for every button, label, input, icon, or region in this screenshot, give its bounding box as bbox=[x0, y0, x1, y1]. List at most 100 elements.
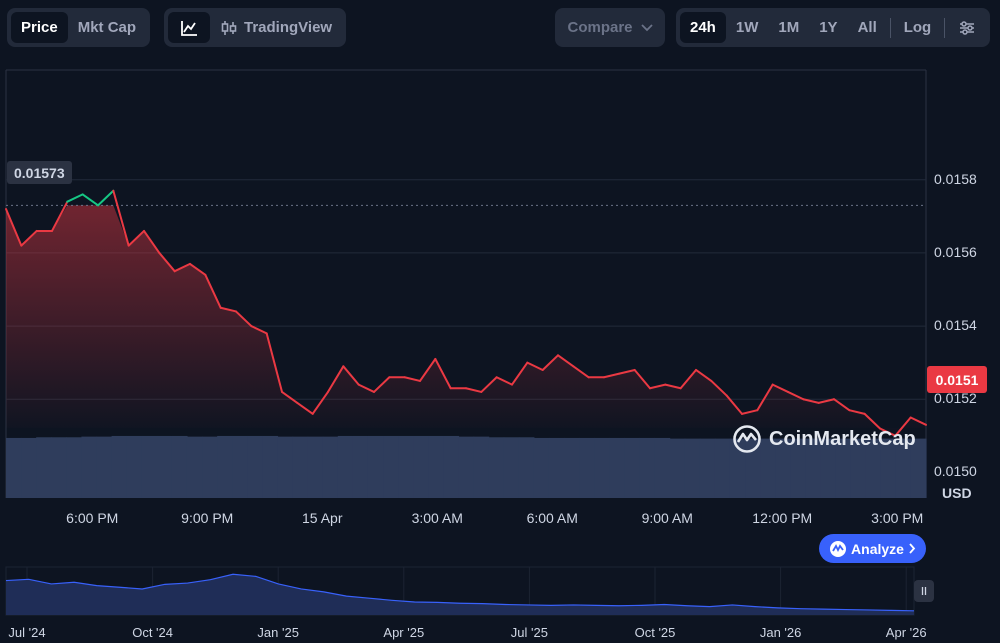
price-line-segment bbox=[633, 368, 651, 390]
navigator-handle[interactable] bbox=[914, 580, 934, 602]
volume-bar bbox=[156, 435, 173, 498]
price-line-segment bbox=[664, 383, 682, 390]
navigator-label: Jan '25 bbox=[257, 625, 299, 640]
price-point bbox=[296, 402, 298, 404]
navigator-label: Jan '26 bbox=[759, 625, 802, 640]
price-point bbox=[710, 380, 712, 382]
price-point bbox=[204, 274, 206, 276]
price-line-segment bbox=[342, 365, 360, 386]
volume-bar bbox=[367, 435, 384, 498]
price-point bbox=[787, 391, 789, 393]
navigator-label: Oct '24 bbox=[132, 625, 173, 640]
price-line-segment bbox=[265, 332, 283, 393]
price-line-segment bbox=[143, 229, 161, 254]
price-line-segment bbox=[511, 361, 529, 386]
compare-label: Compare bbox=[567, 19, 633, 36]
volume-bar bbox=[518, 437, 535, 498]
volume-bar bbox=[654, 437, 671, 498]
range-all[interactable]: All bbox=[857, 19, 877, 36]
price-point bbox=[618, 373, 620, 375]
x-tick-label: 6:00 AM bbox=[526, 510, 578, 526]
volume-bar bbox=[533, 437, 550, 498]
price-point bbox=[434, 358, 436, 360]
tradingview-button[interactable]: TradingView bbox=[210, 12, 342, 43]
volume-bar bbox=[503, 437, 520, 498]
price-line-segment bbox=[802, 398, 820, 404]
price-line-segment bbox=[357, 383, 375, 393]
volume-bar bbox=[171, 435, 188, 498]
price-line-segment bbox=[419, 357, 437, 382]
metric-toggle: Price Mkt Cap bbox=[7, 8, 151, 47]
price-line-segment bbox=[97, 189, 115, 207]
price-point bbox=[143, 230, 145, 232]
volume-bar bbox=[262, 435, 279, 498]
compare-dropdown[interactable]: Compare bbox=[555, 8, 665, 47]
volume-bar bbox=[564, 437, 580, 498]
price-point bbox=[511, 384, 513, 386]
settings-button[interactable] bbox=[948, 12, 986, 43]
analyze-button[interactable]: Analyze bbox=[819, 534, 926, 563]
price-point bbox=[281, 391, 283, 393]
range-1y[interactable]: 1Y bbox=[819, 19, 838, 36]
volume-bar bbox=[639, 437, 656, 498]
price-line-segment bbox=[403, 376, 421, 382]
y-tick-label: 0.0158 bbox=[934, 170, 977, 187]
price-point bbox=[864, 413, 866, 415]
volume-bar bbox=[141, 435, 158, 498]
price-line-segment bbox=[710, 379, 728, 397]
tab-price[interactable]: Price bbox=[11, 12, 68, 43]
x-tick-label: 3:00 AM bbox=[411, 510, 463, 526]
candlestick-icon bbox=[221, 20, 237, 35]
price-point bbox=[174, 270, 176, 272]
range-1m[interactable]: 1M bbox=[778, 19, 800, 36]
y-tick-label: 0.0154 bbox=[934, 317, 977, 334]
price-point bbox=[36, 230, 38, 232]
price-point bbox=[695, 369, 697, 371]
volume-bar bbox=[292, 436, 309, 498]
price-point bbox=[327, 391, 329, 393]
price-point bbox=[312, 413, 314, 415]
volume-bar bbox=[21, 437, 37, 498]
volume-bar bbox=[277, 436, 294, 498]
price-point bbox=[542, 369, 544, 371]
price-point bbox=[741, 413, 743, 415]
volume-bar bbox=[473, 436, 490, 498]
x-tick-label: 6:00 PM bbox=[66, 510, 119, 526]
log-scale-button[interactable]: Log bbox=[903, 19, 932, 36]
price-line-segment bbox=[51, 200, 69, 232]
price-point bbox=[925, 424, 927, 426]
range-1w[interactable]: 1W bbox=[735, 19, 759, 36]
price-line-segment bbox=[526, 361, 544, 371]
volume-bar bbox=[232, 435, 248, 498]
volume-bar bbox=[81, 436, 98, 498]
price-point bbox=[82, 193, 84, 195]
price-line-segment bbox=[679, 368, 697, 390]
price-line-segment bbox=[848, 409, 866, 415]
price-point bbox=[388, 376, 390, 378]
price-point bbox=[358, 384, 360, 386]
line-chart-button[interactable] bbox=[168, 12, 210, 43]
price-point bbox=[818, 402, 820, 404]
analyze-label: Analyze bbox=[851, 540, 904, 557]
range-selector: 24h 1W 1M 1Y All Log bbox=[676, 8, 991, 47]
volume-bar bbox=[66, 437, 83, 498]
tradingview-label: TradingView bbox=[244, 19, 333, 36]
chevron-right-icon bbox=[909, 543, 916, 554]
range-24h[interactable]: 24h bbox=[680, 12, 726, 43]
price-point bbox=[112, 190, 114, 192]
price-line-segment bbox=[158, 251, 176, 273]
price-line-segment bbox=[434, 357, 452, 390]
chart-type-toggle: TradingView bbox=[164, 8, 347, 47]
price-point bbox=[404, 376, 406, 378]
sliders-icon bbox=[960, 20, 975, 35]
volume-bar bbox=[126, 435, 143, 498]
price-line-segment bbox=[327, 365, 345, 393]
price-point bbox=[373, 391, 375, 393]
tab-market-cap[interactable]: Mkt Cap bbox=[77, 19, 137, 36]
volume-bar bbox=[669, 438, 686, 498]
price-point bbox=[189, 263, 191, 265]
price-line-segment bbox=[112, 189, 130, 247]
volume-bar bbox=[684, 438, 701, 498]
price-point bbox=[848, 409, 850, 411]
volume-bar bbox=[96, 436, 113, 498]
